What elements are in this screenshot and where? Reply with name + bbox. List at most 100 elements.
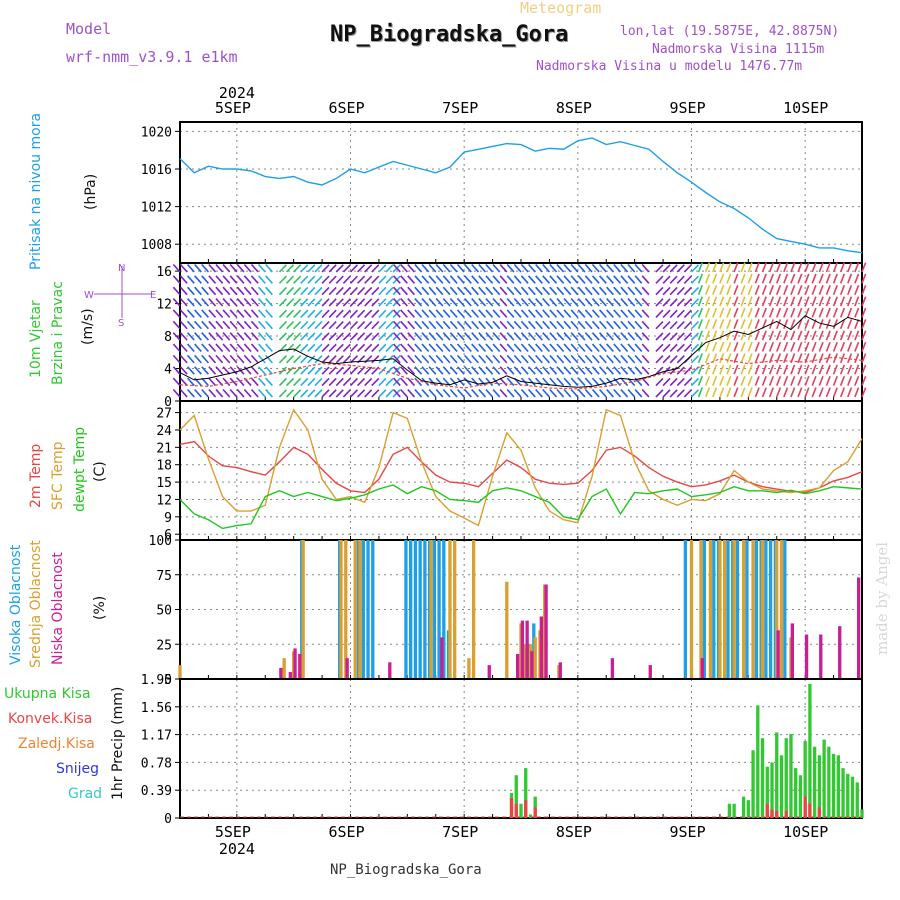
wind-arrow xyxy=(492,263,501,273)
wind-arrow xyxy=(854,319,860,330)
wind-arrow xyxy=(222,263,231,273)
niska-oblacnost-bar xyxy=(279,667,283,679)
wind-arrow xyxy=(385,298,394,307)
wind-arrow xyxy=(606,388,614,398)
wind-arrow xyxy=(349,343,359,353)
wind-arrow xyxy=(478,332,487,341)
wind-arrow xyxy=(314,332,323,341)
wind-arrow xyxy=(662,377,671,387)
wind-arrow xyxy=(790,375,796,386)
wind-arrow xyxy=(257,332,266,341)
wind-arrow xyxy=(832,353,838,364)
wind-arrow xyxy=(435,388,444,398)
wind-arrow xyxy=(747,375,753,386)
wind-arrow xyxy=(556,320,565,330)
wind-arrow xyxy=(542,354,551,364)
wind-arrow xyxy=(449,263,458,273)
wind-arrow xyxy=(229,366,238,375)
wind-arrow xyxy=(832,330,838,341)
srednja-oblacnost-bar xyxy=(732,540,736,679)
wind-arrow xyxy=(428,332,437,341)
wind-arrow xyxy=(811,296,817,307)
wind-arrow xyxy=(847,387,853,398)
wind-arrow xyxy=(797,273,803,284)
wind-arrow xyxy=(740,387,746,398)
coords-label: lon,lat (19.5875E, 42.8875N) xyxy=(620,24,840,39)
wind-arrow xyxy=(328,321,337,330)
wind-arrow xyxy=(349,389,359,398)
wind-arrow xyxy=(761,285,767,295)
wind-arrow xyxy=(243,309,252,318)
wind-arrow xyxy=(598,354,607,364)
wind-arrow xyxy=(435,320,444,330)
wind-arrow xyxy=(357,298,366,307)
wind-arrow xyxy=(549,354,558,364)
wind-arrow xyxy=(754,296,760,307)
wind-arrow xyxy=(471,263,479,273)
wind-arrow xyxy=(478,343,487,353)
wind-arrow xyxy=(790,307,796,318)
wind-arrow xyxy=(598,286,607,296)
wind-arrow xyxy=(690,264,700,273)
wind-arrow xyxy=(492,309,501,318)
wind-arrow xyxy=(513,366,522,375)
wind-arrow xyxy=(861,387,867,398)
wind-arrow xyxy=(676,377,685,387)
wind-arrow xyxy=(535,366,543,375)
wind-arrow xyxy=(257,320,266,330)
wind-arrow xyxy=(847,285,853,295)
wind-arrow xyxy=(478,275,487,284)
wind-arrow xyxy=(364,286,373,296)
srednja-oblacnost-bar xyxy=(471,540,476,679)
srednja-oblacnost-bar xyxy=(722,540,727,679)
wind-arrow xyxy=(811,375,817,386)
wind-arrow xyxy=(662,343,671,353)
wind-arrow xyxy=(357,321,366,330)
wind-arrow xyxy=(435,377,444,387)
wind-arrow xyxy=(265,298,273,307)
top-date-label: 10SEP xyxy=(783,99,828,117)
wind-arrow xyxy=(321,309,330,318)
wind-arrow xyxy=(641,354,650,364)
wind-arrow xyxy=(854,387,860,398)
wind-arrow xyxy=(740,375,746,386)
wind-arrow xyxy=(683,377,692,387)
wind-arrow xyxy=(478,263,487,273)
ytick-label: 18 xyxy=(156,459,172,474)
wind-arrow xyxy=(832,273,838,284)
wind-arrow xyxy=(854,353,860,364)
wind-arrow xyxy=(208,309,217,318)
wind-arrow xyxy=(683,275,692,284)
wind-arrow xyxy=(676,366,685,375)
wind-arrow xyxy=(400,377,408,387)
niska-oblacnost-bar xyxy=(487,665,491,679)
wind-arrow xyxy=(620,354,629,364)
wind-arrow xyxy=(314,309,323,318)
wind-arrow xyxy=(194,320,202,330)
wind-arrow xyxy=(194,275,202,284)
wind-arrow xyxy=(790,341,796,352)
wind-arrow xyxy=(250,298,259,307)
wind-arrow xyxy=(520,343,529,353)
wind-arrow xyxy=(655,309,664,318)
wind-arrow xyxy=(471,388,479,398)
ytick-label: 15 xyxy=(156,476,172,491)
wind-arrow xyxy=(740,273,746,284)
wind-arrow xyxy=(321,264,330,273)
wind-arrow xyxy=(471,332,479,341)
wind-arrow xyxy=(407,309,416,318)
wind-arrow xyxy=(265,366,273,375)
wind-arrow xyxy=(704,262,711,273)
wind-arrow xyxy=(697,307,703,318)
wind-arrow xyxy=(620,275,629,284)
visoka-oblacnost-bar xyxy=(783,540,787,679)
wind-arrow xyxy=(818,307,824,318)
wind-arrow xyxy=(825,364,831,375)
wind-arrow xyxy=(697,375,703,386)
wind-arrow xyxy=(172,332,181,341)
wind-arrow xyxy=(222,388,231,398)
wind-arrow xyxy=(620,286,629,296)
wind-arrow xyxy=(655,298,664,307)
wind-arrow xyxy=(839,330,846,341)
